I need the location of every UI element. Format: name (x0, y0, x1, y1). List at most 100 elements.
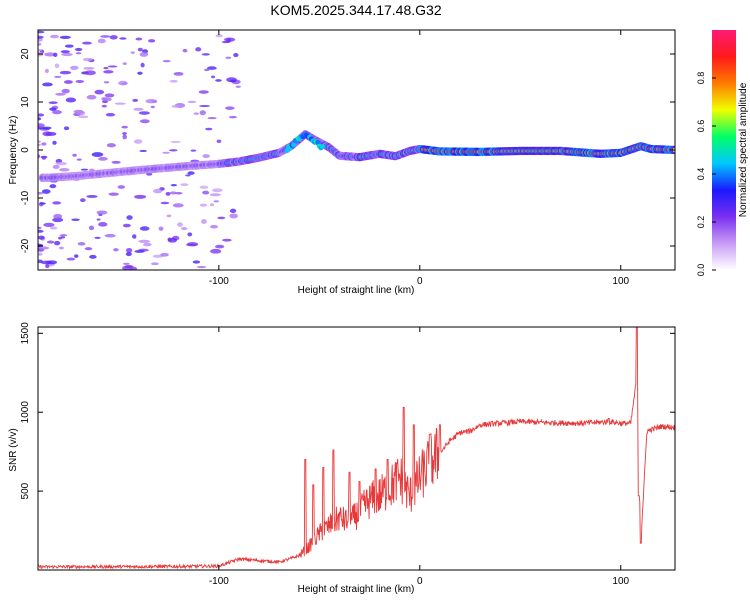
noise-speckle (180, 226, 188, 231)
noise-speckle (135, 37, 143, 41)
spectrogram-frame (37, 29, 676, 271)
noise-speckle (215, 34, 223, 38)
noise-speckle (111, 160, 121, 164)
noise-speckle (139, 149, 148, 153)
noise-speckle (107, 65, 118, 68)
noise-speckle (98, 222, 108, 227)
noise-speckle (38, 226, 42, 230)
noise-speckle (49, 107, 57, 111)
noise-speckle (121, 125, 128, 129)
noise-speckle (78, 115, 89, 119)
noise-speckle (55, 161, 68, 166)
noise-speckle (82, 57, 93, 62)
noise-speckle (182, 48, 188, 53)
noise-speckle (44, 52, 56, 57)
noise-speckle (169, 79, 178, 83)
noise-speckle (180, 183, 189, 187)
noise-speckle (66, 257, 76, 261)
noise-speckle (166, 214, 172, 218)
noise-speckle (42, 82, 53, 87)
noise-speckle (42, 131, 53, 137)
spectrogram-image (38, 30, 675, 270)
noise-speckle (86, 94, 97, 100)
noise-speckle (187, 232, 193, 237)
noise-speckle (209, 193, 221, 197)
snr-y-label: SNR (v/v) (8, 428, 19, 471)
noise-speckle (94, 89, 105, 95)
noise-speckle (171, 105, 180, 108)
noise-speckle (162, 151, 170, 154)
noise-speckle (222, 238, 232, 242)
noise-speckle (75, 52, 82, 55)
noise-speckle (38, 246, 50, 250)
noise-speckle (139, 226, 150, 231)
noise-speckle (132, 234, 137, 239)
noise-speckle (229, 208, 237, 214)
noise-speckle (41, 142, 47, 146)
noise-speckle (210, 225, 219, 229)
noise-speckle (193, 112, 199, 115)
noise-speckle (235, 85, 241, 88)
noise-speckle (104, 233, 116, 238)
noise-speckle (75, 110, 86, 116)
noise-speckle (121, 265, 134, 270)
noise-speckle (83, 67, 95, 70)
noise-speckle (64, 44, 74, 48)
noise-speckle (121, 82, 128, 85)
noise-speckle (202, 154, 210, 159)
noise-speckle (105, 112, 116, 117)
noise-speckle (187, 100, 197, 104)
noise-speckle (109, 35, 118, 40)
noise-speckle (41, 189, 51, 194)
colorbar-tick-label: 0.8 (696, 72, 706, 85)
noise-speckle (65, 97, 77, 103)
noise-speckle (213, 200, 219, 203)
noise-speckle (76, 158, 82, 161)
noise-speckle (80, 198, 86, 203)
noise-speckle (225, 56, 232, 59)
signal-branch (320, 143, 326, 149)
noise-speckle (81, 41, 93, 45)
noise-speckle (84, 70, 96, 76)
noise-speckle (74, 47, 83, 52)
noise-speckle (195, 47, 202, 52)
noise-speckle (133, 139, 143, 144)
noise-speckle (196, 265, 207, 269)
noise-speckle (96, 218, 101, 221)
noise-speckle (44, 68, 49, 74)
noise-speckle (104, 93, 115, 98)
x-tick-label: 100 (612, 276, 629, 287)
noise-speckle (228, 115, 237, 119)
noise-speckle (103, 66, 109, 70)
noise-speckle (52, 164, 60, 170)
y-tick-label: 1500 (20, 322, 31, 345)
noise-speckle (38, 235, 45, 240)
noise-speckle (46, 240, 55, 244)
noise-speckle (138, 239, 151, 243)
colorbar-tick-label: 0.6 (696, 120, 706, 133)
colorbar-tick-label: 0.4 (696, 168, 706, 181)
noise-speckle (43, 222, 55, 228)
noise-speckle (204, 68, 210, 72)
noise-speckle (139, 119, 150, 124)
noise-speckle (187, 171, 195, 175)
noise-speckle (132, 98, 139, 102)
noise-speckle (123, 262, 130, 265)
noise-speckle (38, 48, 43, 52)
noise-speckle (143, 242, 152, 247)
noise-speckle (39, 202, 46, 205)
noise-speckle (74, 254, 79, 258)
noise-speckle (54, 75, 62, 78)
noise-speckle (53, 52, 58, 57)
noise-speckle (77, 241, 86, 246)
noise-speckle (88, 225, 95, 231)
noise-speckle (134, 249, 145, 253)
noise-speckle (103, 70, 114, 74)
x-tick-label: 100 (612, 576, 629, 587)
noise-speckle (38, 123, 45, 128)
noise-speckle (103, 81, 110, 84)
noise-speckle (49, 226, 58, 230)
noise-speckle (162, 59, 171, 63)
noise-speckle (54, 63, 60, 69)
noise-speckle (75, 79, 85, 83)
